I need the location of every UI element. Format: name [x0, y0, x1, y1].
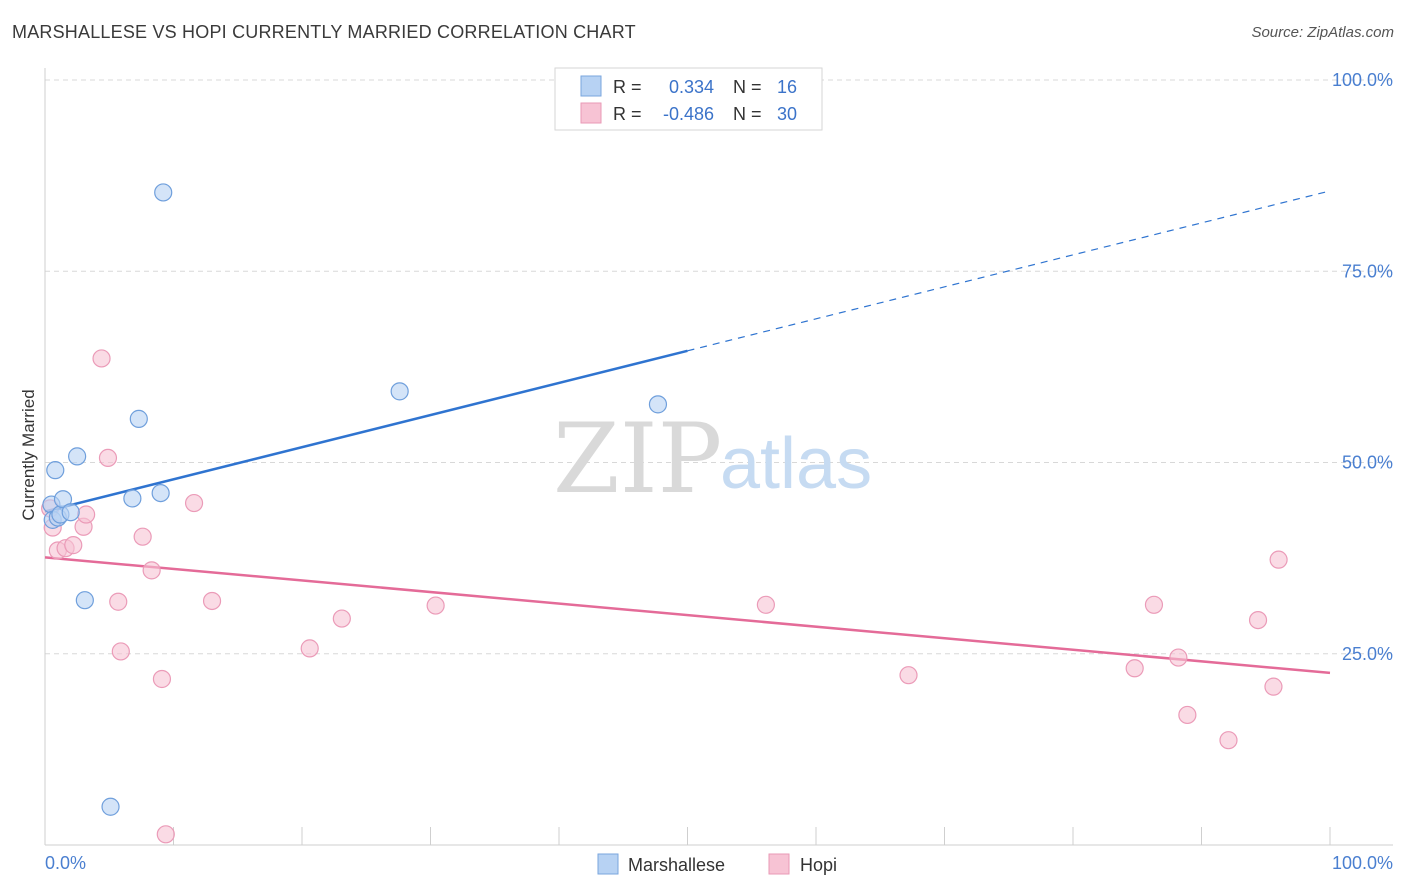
point-hopi — [133, 527, 152, 546]
point-hopi — [1178, 705, 1197, 725]
bottom-legend-swatch-hopi — [768, 853, 790, 875]
legend-r-label-hopi: R = — [613, 104, 642, 124]
watermark: ZIP atlas — [553, 403, 872, 515]
point-hopi — [202, 591, 222, 611]
trend-line-marshallese — [44, 349, 688, 513]
point-hopi — [426, 596, 445, 615]
y-tick-label: 25.0% — [1342, 644, 1393, 664]
data-points — [41, 183, 1288, 844]
y-axis-label: Currently Married — [19, 389, 38, 520]
point-hopi — [142, 561, 161, 580]
point-hopi — [98, 448, 118, 468]
point-hopi — [1169, 648, 1188, 667]
point-hopi — [899, 666, 918, 685]
point-hopi — [1144, 595, 1164, 614]
point-hopi — [1248, 610, 1268, 630]
point-marshallese — [129, 409, 148, 428]
point-hopi — [92, 349, 111, 368]
legend-r-value-hopi: -0.486 — [663, 104, 714, 124]
point-hopi — [756, 595, 775, 614]
point-hopi — [109, 592, 128, 611]
point-marshallese — [68, 447, 87, 466]
point-hopi — [152, 669, 172, 689]
chart-title: MARSHALLESE VS HOPI CURRENTLY MARRIED CO… — [12, 22, 636, 42]
source-label: Source: ZipAtlas.com — [1251, 24, 1394, 41]
legend-swatch-hopi — [580, 102, 602, 124]
point-hopi — [1219, 731, 1238, 750]
legend-n-value-marshallese: 16 — [777, 77, 797, 97]
trend-lines — [44, 190, 1331, 675]
legend-r-label-marshallese: R = — [613, 77, 642, 97]
point-hopi — [332, 609, 351, 628]
grid-lines — [45, 79, 1393, 655]
watermark-atlas: atlas — [720, 424, 872, 504]
point-marshallese — [390, 382, 409, 401]
bottom-legend-label-hopi: Hopi — [800, 855, 837, 875]
point-marshallese — [101, 797, 120, 816]
point-hopi — [156, 825, 175, 844]
legend-swatch-marshallese — [580, 75, 602, 97]
bottom-legend-label-marshallese: Marshallese — [628, 855, 725, 875]
point-marshallese — [648, 395, 668, 414]
trend-line-hopi — [44, 556, 1331, 675]
point-hopi — [111, 642, 130, 661]
trend-line-marshallese-extension — [687, 190, 1331, 352]
point-marshallese — [154, 183, 173, 202]
x-tick-label-max: 100.0% — [1332, 853, 1393, 873]
y-tick-label: 50.0% — [1342, 453, 1393, 473]
legend-n-label-hopi: N = — [733, 104, 762, 124]
x-axis-ticks — [173, 827, 1331, 845]
stats-legend: R = 0.334 N = 16 R = -0.486 N = 30 — [554, 67, 823, 131]
point-marshallese — [123, 489, 142, 508]
legend-n-value-hopi: 30 — [777, 104, 797, 124]
point-marshallese — [75, 591, 94, 610]
x-tick-label-min: 0.0% — [45, 853, 86, 873]
y-tick-label: 100.0% — [1332, 70, 1393, 90]
point-hopi — [1264, 677, 1283, 696]
legend-n-label-marshallese: N = — [733, 77, 762, 97]
point-marshallese — [46, 461, 65, 480]
y-tick-label: 75.0% — [1342, 261, 1393, 281]
point-marshallese — [61, 503, 80, 522]
series-legend: Marshallese Hopi — [597, 853, 837, 875]
watermark-zip: ZIP — [553, 403, 722, 515]
point-hopi — [184, 493, 204, 513]
point-hopi — [77, 505, 96, 524]
y-tick-labels: 100.0% 75.0% 50.0% 25.0% — [1332, 70, 1393, 664]
point-hopi — [64, 536, 83, 555]
point-hopi — [1125, 659, 1144, 678]
point-hopi — [1269, 550, 1288, 569]
point-hopi — [300, 639, 319, 658]
point-marshallese — [151, 484, 170, 503]
legend-r-value-marshallese: 0.334 — [669, 77, 714, 97]
bottom-legend-swatch-marshallese — [597, 853, 619, 875]
